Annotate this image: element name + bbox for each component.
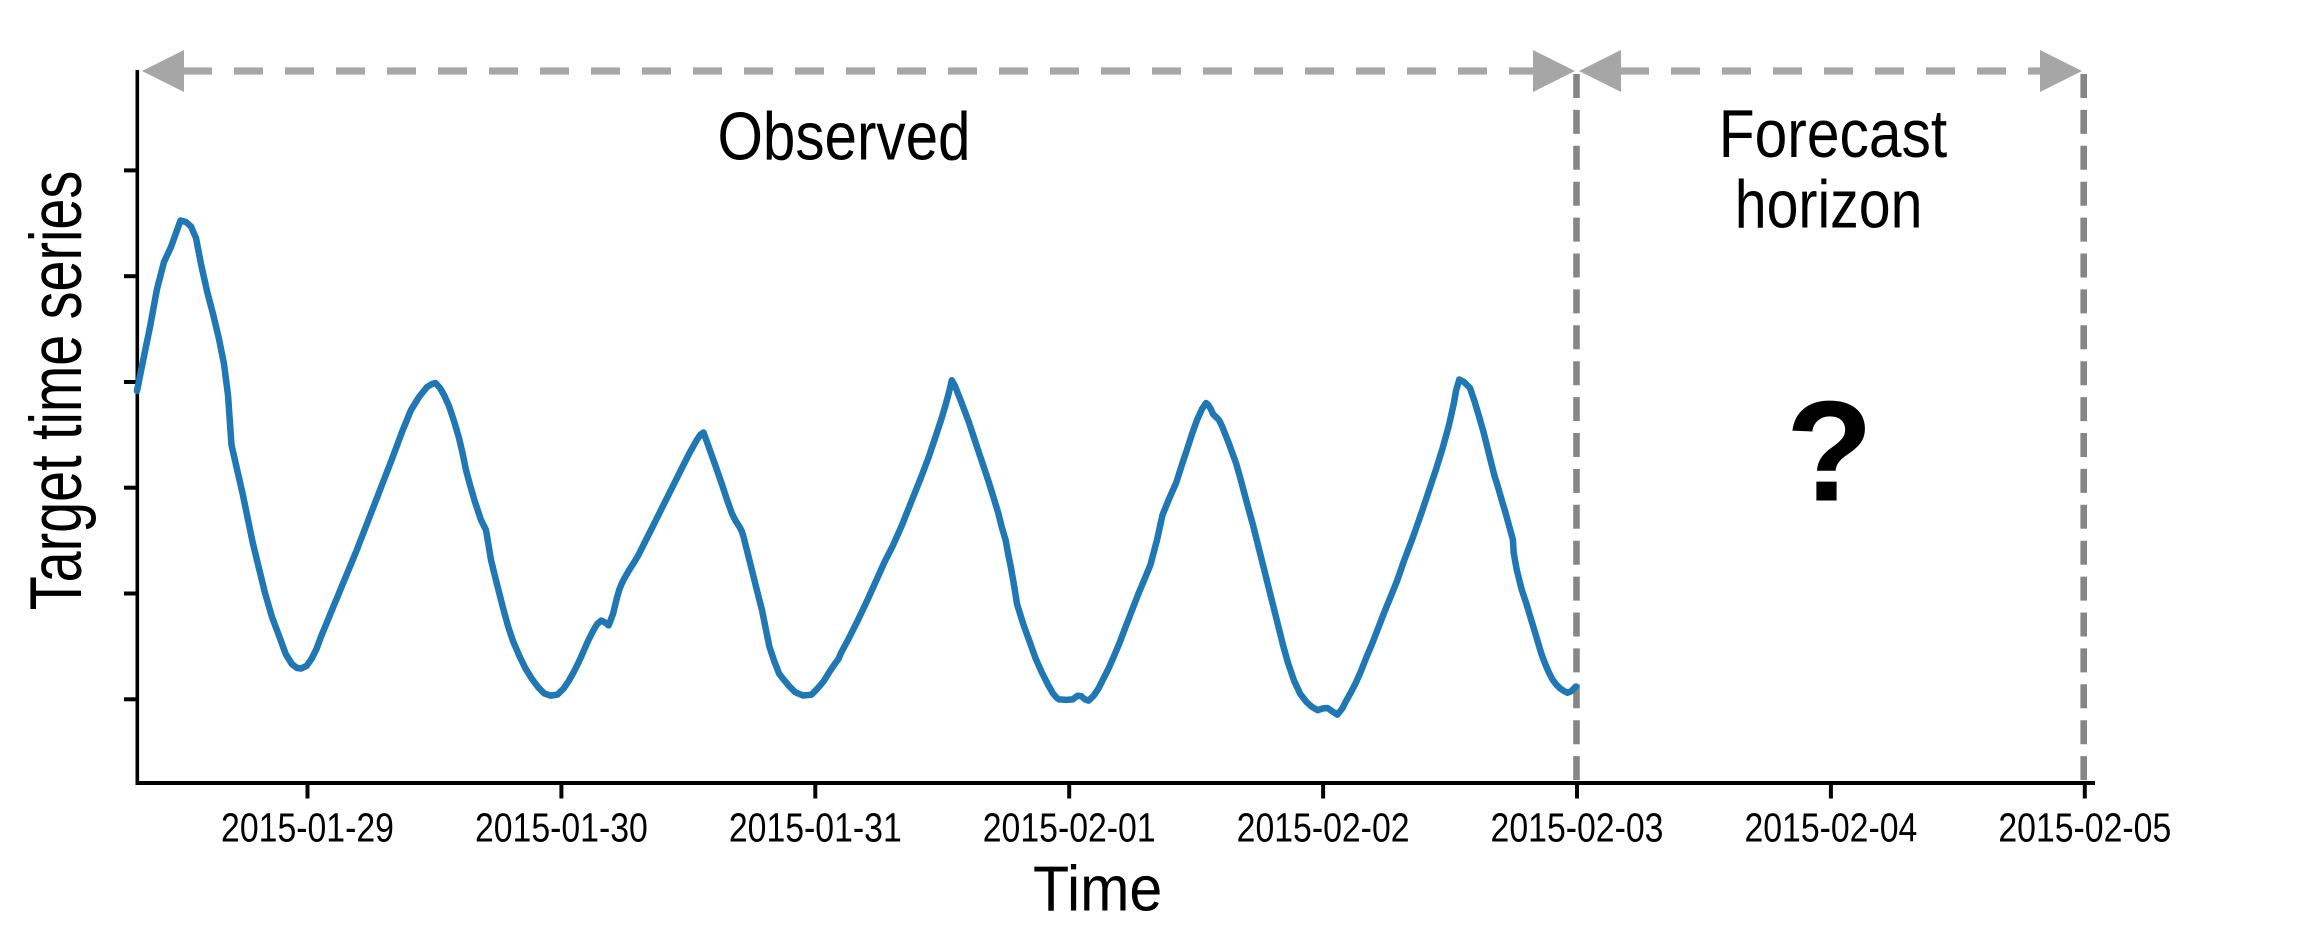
- svg-text:2015-01-30: 2015-01-30: [475, 805, 648, 851]
- svg-text:Target time series: Target time series: [16, 171, 97, 610]
- svg-text:horizon: horizon: [1735, 167, 1923, 243]
- svg-text:2015-02-01: 2015-02-01: [983, 805, 1156, 851]
- svg-text:2015-01-29: 2015-01-29: [221, 805, 394, 851]
- svg-text:Observed: Observed: [718, 99, 971, 175]
- svg-text:Forecast: Forecast: [1719, 96, 1948, 172]
- svg-text:2015-02-03: 2015-02-03: [1491, 805, 1664, 851]
- svg-text:2015-01-31: 2015-01-31: [729, 805, 902, 851]
- svg-text:2015-02-02: 2015-02-02: [1237, 805, 1410, 851]
- svg-text:2015-02-05: 2015-02-05: [1998, 805, 2171, 851]
- svg-text:Time: Time: [1033, 852, 1162, 924]
- svg-text:?: ?: [1786, 373, 1873, 532]
- svg-text:2015-02-04: 2015-02-04: [1744, 805, 1917, 851]
